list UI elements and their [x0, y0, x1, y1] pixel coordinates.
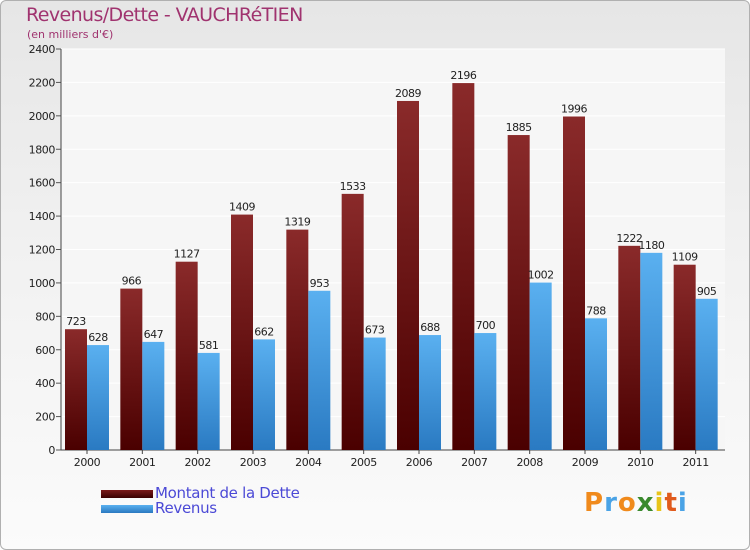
y-tick-label: 0 [48, 444, 55, 457]
data-label-dette: 1533 [340, 180, 366, 193]
bar-dette [397, 100, 419, 450]
bar-dette [563, 116, 585, 451]
bar-dette [673, 264, 696, 450]
bar-revenus [363, 337, 386, 450]
y-tick-label: 200 [35, 411, 55, 424]
bar-dette [618, 245, 641, 450]
legend-label-dette: Montant de la Dette [155, 484, 300, 502]
x-tick-label: 2002 [184, 456, 210, 469]
data-label-revenus: 953 [310, 277, 330, 290]
y-tick-label: 1000 [29, 277, 56, 290]
data-label-dette: 1409 [229, 201, 255, 214]
bar-revenus [253, 339, 275, 450]
y-tick-label: 1600 [29, 177, 56, 190]
legend-label-revenus: Revenus [155, 499, 217, 517]
bar-dette [120, 288, 143, 450]
bar-revenus [695, 298, 718, 450]
data-label-dette: 966 [122, 275, 142, 288]
x-tick-label: 2009 [572, 456, 599, 469]
data-label-revenus: 673 [365, 324, 385, 337]
data-label-dette: 1222 [616, 232, 642, 245]
data-label-dette: 1885 [506, 121, 532, 134]
data-label-revenus: 581 [199, 339, 219, 352]
y-tick-label: 2000 [29, 110, 56, 123]
y-tick-label: 400 [35, 377, 55, 390]
bar-revenus [87, 345, 109, 450]
data-label-dette: 1109 [672, 251, 698, 264]
bar-dette [231, 214, 253, 450]
x-tick-label: 2003 [240, 456, 267, 469]
bar-revenus [197, 352, 220, 450]
logo-letter: P [584, 488, 605, 518]
y-tick-label: 1800 [29, 143, 56, 156]
logo-letter: o [617, 488, 637, 518]
legend-swatch-revenus [101, 505, 153, 513]
bar-revenus [142, 341, 165, 450]
proxiti-logo: Proxiti [584, 488, 688, 518]
logo-letter: i [677, 488, 688, 518]
bar-dette [175, 261, 198, 450]
data-label-revenus: 647 [144, 328, 164, 341]
bar-revenus [585, 318, 607, 450]
data-label-revenus: 905 [697, 285, 717, 298]
chart-subtitle: (en milliers d'€) [27, 28, 114, 41]
x-tick-label: 2007 [461, 456, 488, 469]
y-tick-label: 800 [35, 310, 55, 323]
data-label-revenus: 700 [476, 319, 496, 332]
data-label-dette: 2196 [450, 69, 476, 82]
bar-dette [507, 135, 530, 450]
x-tick-label: 2008 [516, 456, 543, 469]
data-label-dette: 2089 [395, 87, 421, 100]
bar-revenus [640, 252, 663, 450]
bar-revenus [308, 290, 331, 450]
logo-letter: r [604, 488, 618, 518]
x-tick-label: 2005 [350, 456, 377, 469]
data-label-revenus: 788 [586, 304, 606, 317]
x-tick-label: 2004 [295, 456, 322, 469]
x-tick-label: 2001 [129, 456, 155, 469]
data-label-revenus: 662 [254, 325, 274, 338]
bar-revenus [474, 333, 497, 450]
data-label-dette: 723 [66, 315, 86, 328]
x-tick-label: 2006 [406, 456, 433, 469]
y-tick-label: 1200 [29, 244, 56, 257]
y-tick-label: 2400 [29, 43, 56, 56]
data-label-revenus: 688 [420, 321, 440, 334]
data-label-dette: 1127 [174, 248, 200, 261]
bar-dette [452, 83, 475, 451]
x-tick-label: 2011 [682, 456, 708, 469]
bar-dette [286, 229, 309, 450]
data-label-dette: 1996 [561, 103, 587, 116]
bar-dette [341, 193, 364, 450]
y-tick-label: 2200 [29, 76, 56, 89]
logo-letter: x [636, 488, 655, 518]
x-tick-label: 2000 [74, 456, 101, 469]
y-tick-label: 600 [35, 344, 55, 357]
bar-dette [65, 329, 87, 450]
legend-swatch-dette [101, 490, 153, 498]
data-label-dette: 1319 [284, 216, 310, 229]
x-tick-label: 2010 [627, 456, 654, 469]
chart-title: Revenus/Dette - VAUCHRéTIEN [26, 4, 303, 26]
logo-letter: t [664, 488, 678, 518]
bar-revenus [419, 335, 441, 450]
bar-revenus [529, 282, 552, 450]
data-label-revenus: 1002 [528, 269, 554, 282]
logo-letter: i [654, 488, 665, 518]
data-label-revenus: 1180 [638, 239, 664, 252]
y-tick-label: 1400 [29, 210, 56, 223]
data-label-revenus: 628 [88, 331, 108, 344]
